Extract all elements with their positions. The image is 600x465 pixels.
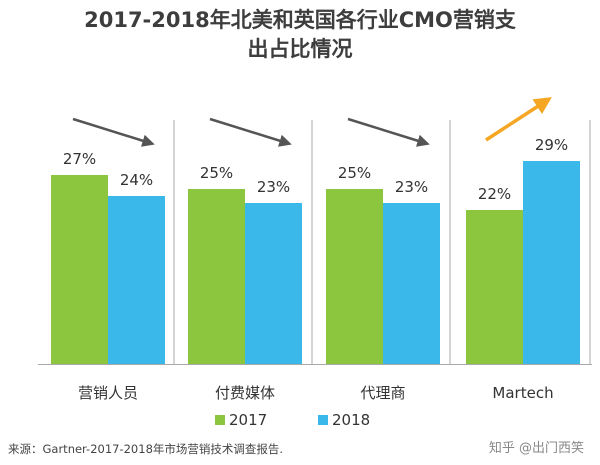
bar-2017-2 (188, 189, 245, 364)
data-label-2018-3: 23% (395, 178, 428, 196)
bar-2018-1 (108, 196, 165, 364)
legend-label-2017: 2017 (229, 411, 267, 429)
trend-arrow-up (485, 97, 552, 142)
trend-arrow-down (347, 117, 430, 147)
data-label-2018-1: 24% (120, 171, 153, 189)
data-label-2018-4: 29% (535, 136, 568, 154)
bar-2018-2 (245, 203, 302, 364)
chart-title: 2017-2018年北美和英国各行业CMO营销支 出占比情况 (0, 6, 600, 64)
legend-label-2018: 2018 (332, 411, 370, 429)
watermark: 知乎 @出门西笑 (488, 441, 584, 456)
chart-title-line-1: 2017-2018年北美和英国各行业CMO营销支 (84, 8, 516, 32)
trend-arrow-down (72, 117, 155, 147)
data-label-2017-1: 27% (63, 150, 96, 168)
source-note: 来源：Gartner-2017-2018年市场营销技术调查报告. (8, 442, 284, 456)
trend-arrow-down (209, 117, 292, 147)
data-label-2017-3: 25% (338, 164, 371, 182)
data-label-2017-2: 25% (200, 164, 233, 182)
bar-2018-3 (383, 203, 440, 364)
category-label-2: 付费媒体 (215, 384, 275, 402)
category-label-3: 代理商 (360, 384, 405, 402)
bar-2017-1 (51, 175, 108, 364)
data-label-2017-4: 22% (478, 185, 511, 203)
bar-2017-3 (326, 189, 383, 364)
category-label-4: Martech (492, 384, 553, 402)
bar-2018-4 (523, 161, 580, 364)
category-label-1: 营销人员 (78, 384, 138, 402)
legend-swatch-2018 (318, 415, 328, 425)
data-label-2018-2: 23% (257, 178, 290, 196)
bar-2017-4 (466, 210, 523, 364)
legend-swatch-2017 (215, 415, 225, 425)
chart-title-line-2: 出占比情况 (247, 37, 353, 61)
